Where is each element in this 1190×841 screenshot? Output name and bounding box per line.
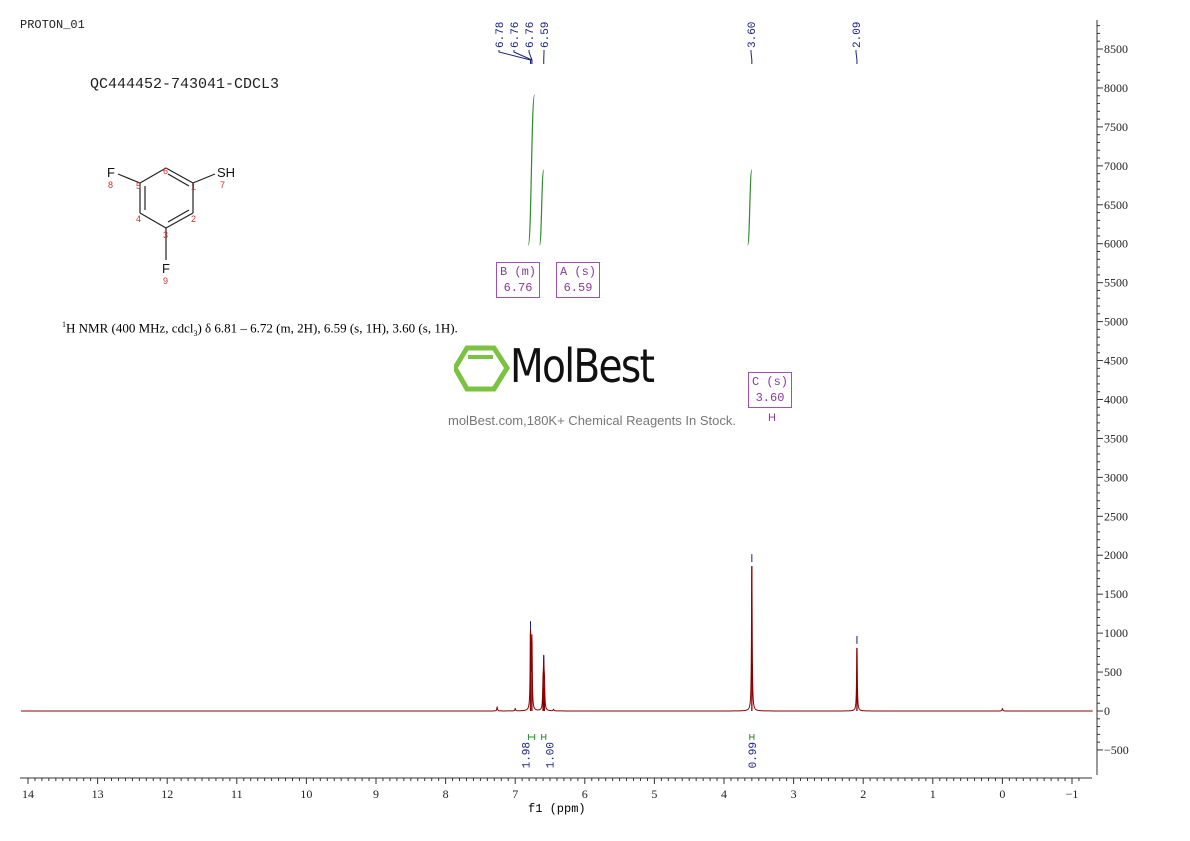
x-tick-label: 10 bbox=[300, 787, 312, 801]
x-tick-label: 13 bbox=[92, 787, 104, 801]
peak-label: 6.59 bbox=[540, 22, 552, 48]
x-axis-label: f1 (ppm) bbox=[528, 802, 586, 816]
y-tick-label: 6000 bbox=[1104, 237, 1128, 251]
x-tick-label: 4 bbox=[721, 787, 727, 801]
y-tick-label: 5500 bbox=[1104, 276, 1128, 290]
integral-curve bbox=[747, 169, 753, 246]
spectrum-trace bbox=[21, 566, 1093, 712]
y-tick-label: 5000 bbox=[1104, 315, 1128, 329]
y-tick-label: 8000 bbox=[1104, 81, 1128, 95]
y-tick-label: −500 bbox=[1104, 743, 1129, 757]
y-tick-label: 0 bbox=[1104, 704, 1110, 718]
peak-label: 6.76 bbox=[525, 22, 537, 48]
integral-value: 1.00 bbox=[546, 742, 558, 768]
multiplet-box-b[interactable]: B (m) 6.76 bbox=[496, 262, 541, 298]
x-tick-label: 3 bbox=[791, 787, 797, 801]
multiplet-c-nuclei: H bbox=[768, 412, 776, 424]
multiplet-box-c[interactable]: C (s) 3.60 bbox=[748, 372, 793, 408]
y-tick-label: 4500 bbox=[1104, 354, 1128, 368]
x-tick-label: 7 bbox=[512, 787, 518, 801]
x-tick-label: 6 bbox=[582, 787, 588, 801]
y-tick-label: 1000 bbox=[1104, 626, 1128, 640]
x-tick-label: 11 bbox=[231, 787, 243, 801]
multiplet-box-a[interactable]: A (s) 6.59 bbox=[556, 262, 601, 298]
integral-curve bbox=[527, 94, 536, 246]
x-tick-label: 8 bbox=[443, 787, 449, 801]
y-tick-label: 1500 bbox=[1104, 587, 1128, 601]
integral-bracket bbox=[541, 734, 547, 740]
y-tick-label: 6500 bbox=[1104, 198, 1128, 212]
y-tick-label: 8500 bbox=[1104, 42, 1128, 56]
x-tick-label: 12 bbox=[161, 787, 173, 801]
peak-label: 2.09 bbox=[852, 22, 864, 48]
integral-bracket bbox=[527, 734, 536, 740]
x-tick-label: 14 bbox=[22, 787, 34, 801]
y-tick-label: 3500 bbox=[1104, 431, 1128, 445]
y-tick-label: 7000 bbox=[1104, 159, 1128, 173]
integral-value: 0.99 bbox=[748, 742, 760, 768]
peak-label-connector bbox=[528, 50, 533, 64]
peak-label: 6.78 bbox=[495, 22, 507, 48]
watermark-text: molBest.com,180K+ Chemical Reagents In S… bbox=[448, 413, 736, 428]
x-tick-label: −1 bbox=[1066, 787, 1079, 801]
peak-label-connector bbox=[498, 50, 532, 64]
y-tick-label: 7500 bbox=[1104, 120, 1128, 134]
integral-value: 1.98 bbox=[522, 742, 534, 768]
y-tick-label: 500 bbox=[1104, 665, 1122, 679]
sample-name: QC444452-743041-CDCL3 bbox=[90, 76, 280, 93]
y-tick-label: 2000 bbox=[1104, 548, 1128, 562]
watermark-logo: MolBest bbox=[452, 339, 674, 399]
experiment-name: PROTON_01 bbox=[20, 18, 85, 32]
x-tick-label: 1 bbox=[930, 787, 936, 801]
integral-bracket bbox=[749, 734, 755, 740]
x-tick-label: 5 bbox=[651, 787, 657, 801]
peak-label: 6.76 bbox=[510, 22, 522, 48]
peak-label-connector bbox=[855, 50, 858, 64]
x-tick-label: 9 bbox=[373, 787, 379, 801]
x-tick-label: 0 bbox=[999, 787, 1005, 801]
y-tick-label: 4000 bbox=[1104, 392, 1128, 406]
integral-curve bbox=[538, 169, 545, 246]
nmr-description: 1H NMR (400 MHz, cdcl3) δ 6.81 – 6.72 (m… bbox=[62, 320, 458, 338]
y-tick-label: 3000 bbox=[1104, 470, 1128, 484]
peak-label-connector bbox=[750, 50, 753, 64]
y-tick-label: 2500 bbox=[1104, 509, 1128, 523]
peak-label: 3.60 bbox=[747, 22, 759, 48]
x-tick-label: 2 bbox=[860, 787, 866, 801]
